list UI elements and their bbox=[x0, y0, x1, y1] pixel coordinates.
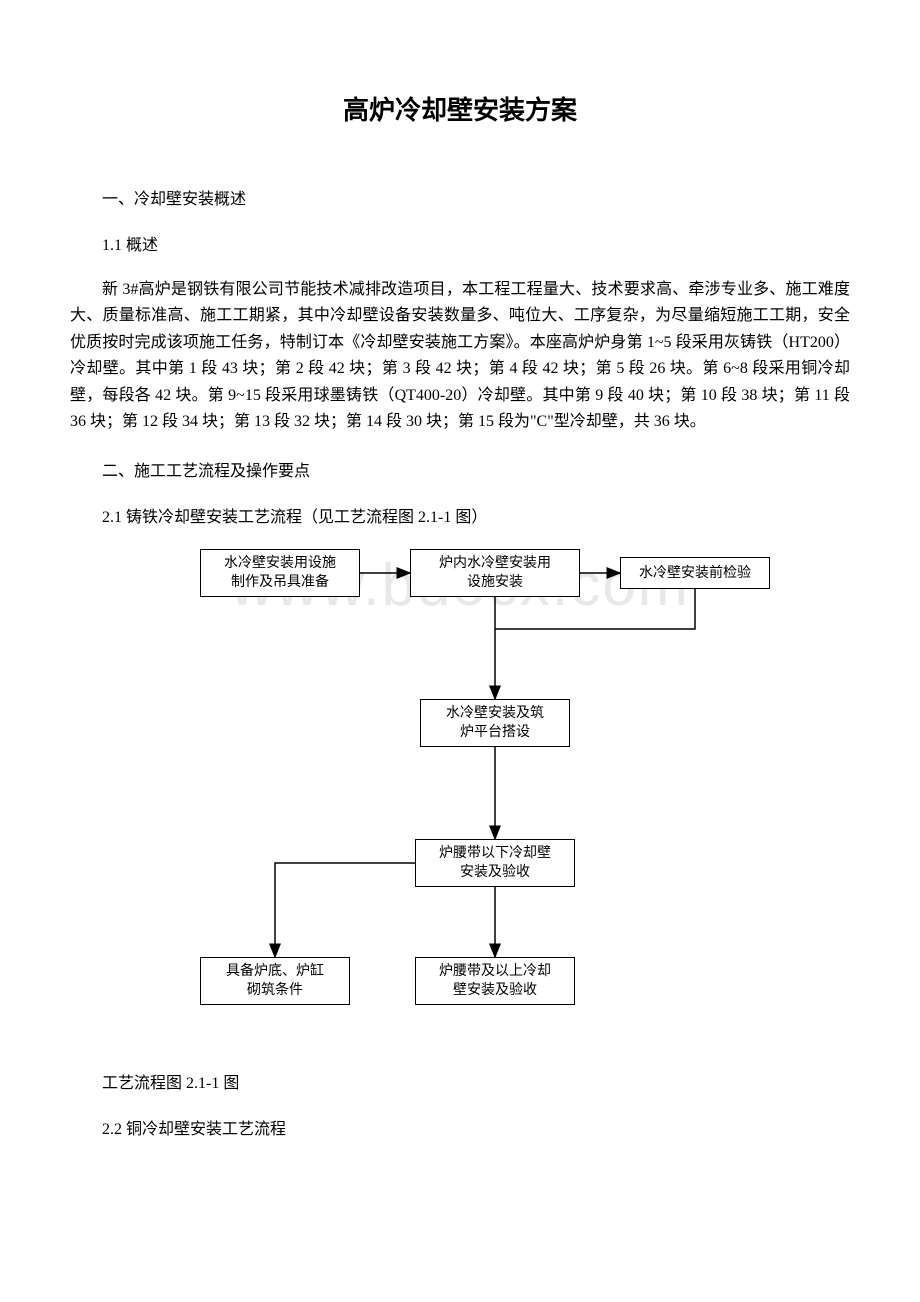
section-1-heading: 一、冷却壁安装概述 bbox=[70, 185, 850, 209]
flowchart-node: 炉腰带以下冷却壁安装及验收 bbox=[415, 839, 575, 887]
section-2-subheading-1: 2.1 铸铁冷却壁安装工艺流程（见工艺流程图 2.1-1 图） bbox=[70, 503, 850, 527]
section-1-body: 新 3#高炉是钢铁有限公司节能技术减排改造项目，本工程工程量大、技术要求高、牵涉… bbox=[70, 277, 850, 435]
section-1-subheading: 1.1 概述 bbox=[70, 231, 850, 255]
process-flowchart: 水冷壁安装用设施制作及吊具准备 炉内水冷壁安装用设施安装 水冷壁安装前检验水冷壁安装… bbox=[130, 549, 770, 1029]
flowchart-node: 炉内水冷壁安装用设施安装 bbox=[410, 549, 580, 597]
flowchart-node: 水冷壁安装前检验 bbox=[620, 557, 770, 589]
flowchart-caption: 工艺流程图 2.1-1 图 bbox=[70, 1069, 850, 1093]
flowchart-node: 水冷壁安装及筑炉平台搭设 bbox=[420, 699, 570, 747]
flowchart-node: 水冷壁安装用设施制作及吊具准备 bbox=[200, 549, 360, 597]
document-title: 高炉冷却壁安装方案 bbox=[70, 90, 850, 127]
section-2-heading: 二、施工工艺流程及操作要点 bbox=[70, 457, 850, 481]
flowchart-node: 具备炉底、炉缸砌筑条件 bbox=[200, 957, 350, 1005]
flowchart-node: 炉腰带及以上冷却壁安装及验收 bbox=[415, 957, 575, 1005]
section-2-subheading-2: 2.2 铜冷却壁安装工艺流程 bbox=[70, 1115, 850, 1139]
